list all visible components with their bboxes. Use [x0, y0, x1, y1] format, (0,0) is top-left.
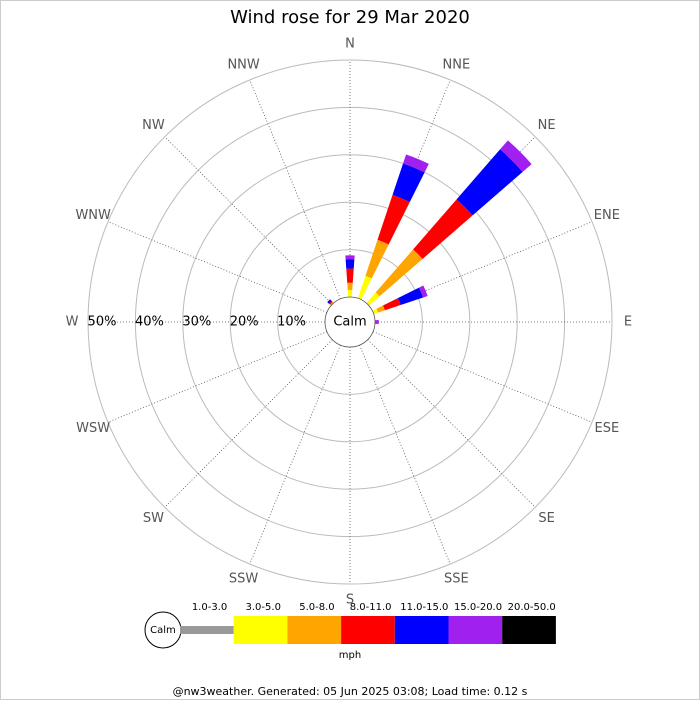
bar-segment	[330, 302, 334, 306]
bar-segment	[328, 300, 333, 305]
spoke	[359, 344, 451, 565]
direction-label: NNE	[443, 58, 471, 73]
bar-segment	[500, 140, 532, 172]
direction-label: SW	[143, 511, 164, 526]
bar-segment	[357, 275, 372, 300]
r-tick-label: 20%	[230, 315, 259, 330]
bar-segment	[377, 194, 410, 245]
chart-title: Wind rose for 29 Mar 2020	[230, 7, 470, 28]
bar-segment	[345, 259, 355, 269]
bar-segment	[376, 305, 385, 313]
bar-segment	[419, 285, 428, 298]
bar-segment	[365, 239, 389, 279]
direction-label: NW	[142, 118, 165, 133]
direction-label: E	[624, 315, 632, 330]
legend-swatch	[233, 616, 288, 644]
spoke	[249, 79, 341, 300]
bar-segment	[382, 298, 401, 311]
direction-label: ESE	[594, 421, 619, 436]
calm-label: Calm	[333, 315, 366, 330]
legend-unit: mph	[339, 650, 361, 661]
bar-segment	[456, 149, 523, 216]
direction-label: NE	[538, 118, 556, 133]
direction-label: N	[345, 37, 355, 52]
r-tick-label: 50%	[88, 315, 117, 330]
direction-label: WNW	[75, 208, 111, 223]
legend-swatch	[502, 616, 556, 644]
legend-label: 15.0-20.0	[454, 602, 502, 613]
bar-segment	[346, 268, 354, 283]
grid-ring	[229, 201, 471, 443]
direction-label: SSE	[444, 571, 469, 586]
grid-ring	[182, 154, 518, 490]
bar-segment	[397, 287, 424, 306]
spoke	[372, 331, 593, 423]
direction-label: SSW	[229, 571, 259, 586]
bar-segment	[327, 299, 332, 304]
bar-segment	[347, 289, 353, 298]
bar-segment	[392, 163, 425, 203]
spoke	[367, 339, 536, 508]
legend-label: 20.0-50.0	[508, 602, 556, 613]
spoke	[107, 331, 328, 423]
bar-segment	[403, 154, 429, 173]
bar-segment	[375, 249, 423, 297]
direction-label: ENE	[594, 208, 620, 223]
r-tick-label: 40%	[135, 315, 164, 330]
spoke	[164, 339, 333, 508]
grid-ring	[87, 59, 613, 585]
legend-swatch	[180, 626, 234, 634]
bar-segment	[413, 199, 473, 259]
footer: @nw3weather. Generated: 05 Jun 2025 03:0…	[173, 685, 528, 698]
bar-segment	[366, 292, 380, 306]
direction-label: NNW	[227, 58, 259, 73]
direction-label: WSW	[76, 421, 110, 436]
legend-label: 1.0-3.0	[192, 602, 227, 613]
legend-label: 8.0-11.0	[350, 602, 392, 613]
direction-label: S	[346, 593, 354, 608]
bar-segment	[372, 308, 379, 315]
spoke	[164, 136, 333, 305]
bar-segment	[347, 282, 353, 290]
calm-circle	[324, 296, 376, 348]
legend-swatch	[341, 616, 395, 644]
grid-ring	[277, 249, 423, 395]
direction-label: W	[66, 315, 79, 330]
r-tick-label: 10%	[277, 315, 306, 330]
legend-label: 5.0-8.0	[299, 602, 334, 613]
legend-label: 11.0-15.0	[400, 602, 448, 613]
legend-swatch	[448, 616, 503, 644]
legend-calm-label: Calm	[150, 625, 176, 636]
legend-swatch	[287, 616, 342, 644]
bar-segment	[345, 255, 355, 260]
r-tick-label: 30%	[182, 315, 211, 330]
bar-segment	[374, 319, 379, 325]
legend-label: 3.0-5.0	[246, 602, 281, 613]
spoke	[107, 221, 328, 313]
direction-label: SE	[538, 511, 554, 526]
spoke	[249, 344, 341, 565]
legend-swatch	[394, 616, 449, 644]
